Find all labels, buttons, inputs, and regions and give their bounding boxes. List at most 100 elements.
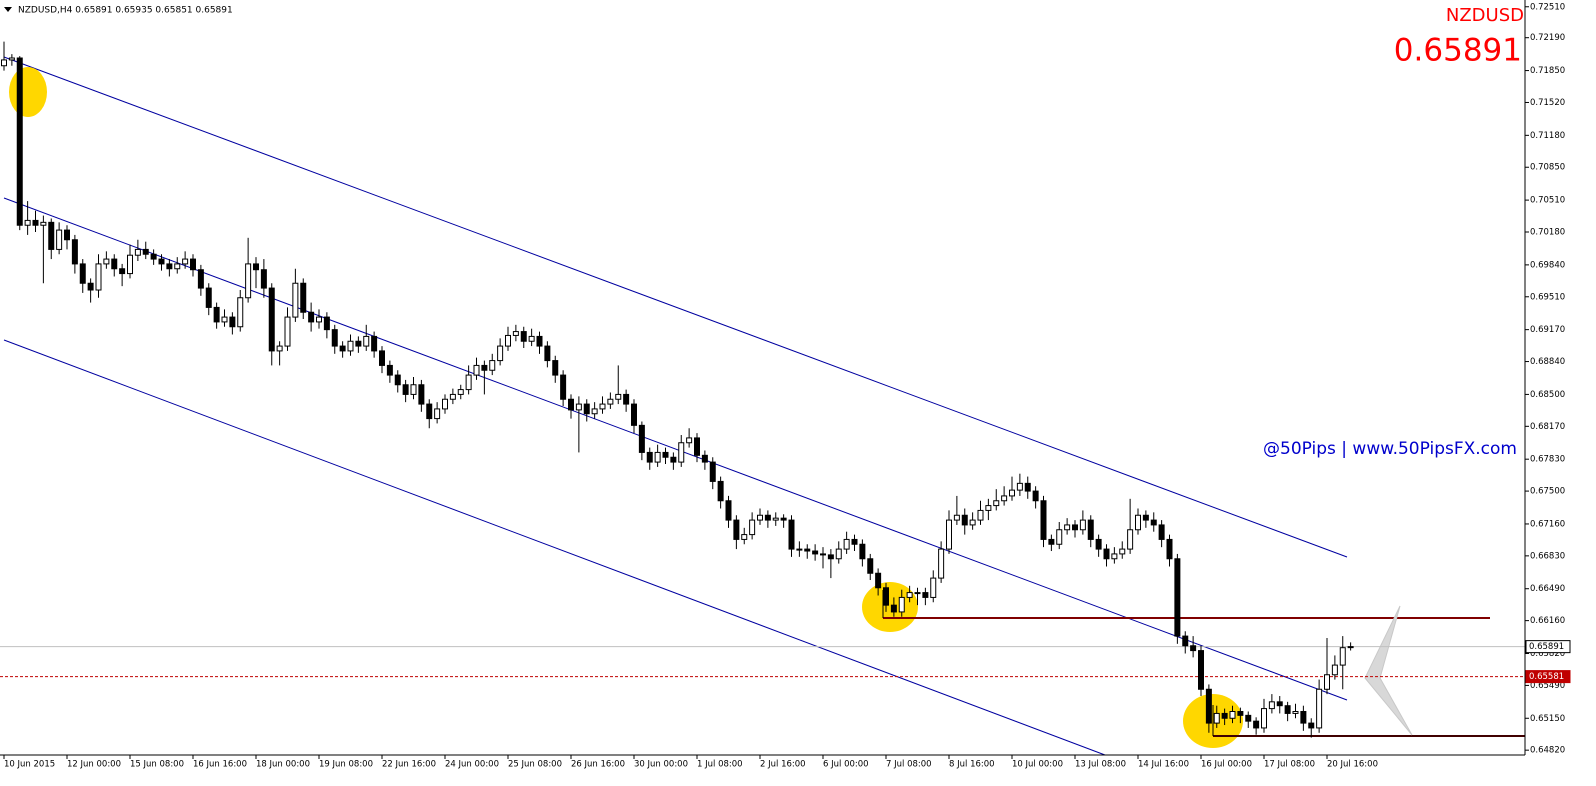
candle-body: [127, 254, 133, 275]
candle-body: [536, 335, 543, 347]
candle-body: [946, 519, 952, 550]
candle-body: [457, 389, 464, 395]
candle-body: [1253, 720, 1260, 729]
candle-body: [237, 297, 244, 328]
candle-body: [757, 514, 763, 521]
candle-body: [827, 554, 834, 560]
highlight: [862, 582, 918, 632]
candle-body: [205, 287, 212, 308]
candle-body: [1119, 548, 1126, 555]
candle-body: [292, 282, 299, 318]
header-icon: [4, 7, 12, 12]
candle-body: [410, 384, 417, 395]
candle-body: [371, 335, 378, 352]
candle-body: [843, 538, 850, 550]
candle-body: [883, 587, 889, 606]
candle-body: [717, 480, 724, 502]
candle-body: [1308, 722, 1315, 729]
candle-body: [812, 550, 819, 555]
candle-body: [1, 59, 7, 67]
x-tick-label: 16 Jul 00:00: [1201, 760, 1252, 770]
candle-body: [1127, 529, 1134, 550]
candle-body: [560, 374, 567, 400]
x-tick-label: 10 Jun 2015: [4, 760, 55, 770]
candle-body: [1072, 524, 1078, 531]
price-label: 0.65891: [1394, 33, 1522, 69]
candle-body: [969, 519, 976, 526]
candle-body: [1324, 674, 1330, 690]
channel-upper: [3, 56, 1348, 558]
candle-body: [355, 340, 362, 347]
candle-body: [253, 263, 259, 271]
candle-body: [190, 258, 196, 271]
candle-body: [930, 577, 937, 598]
y-tick-label: 0.69840: [1530, 260, 1565, 270]
candle-body: [662, 451, 669, 458]
candle-body: [867, 558, 874, 574]
candle-body: [906, 592, 913, 598]
candle-body: [300, 282, 307, 313]
candle-body: [229, 316, 236, 328]
candle-body: [103, 258, 110, 265]
candle-body: [1213, 712, 1220, 724]
candle-body: [1166, 538, 1173, 560]
x-tick-label: 2 Jul 16:00: [760, 760, 806, 770]
candle-body: [339, 345, 346, 352]
y-tick-label: 0.69510: [1530, 292, 1565, 302]
candle-body: [505, 334, 511, 347]
candle-body: [268, 287, 275, 352]
y-tick-label: 0.72190: [1530, 33, 1565, 43]
candle-body: [1174, 558, 1181, 637]
candle-body: [701, 454, 708, 463]
x-tick-label: 12 Jun 00:00: [67, 760, 121, 770]
candle-body: [442, 398, 448, 410]
candle-body: [796, 548, 803, 551]
candle-body: [402, 384, 409, 395]
candle-body: [1142, 514, 1149, 521]
candle-body: [1276, 701, 1283, 707]
candle-body: [182, 258, 189, 265]
candle-body: [985, 505, 992, 511]
candle-body: [379, 350, 385, 366]
candle-body: [646, 451, 653, 463]
candle-body: [741, 534, 748, 540]
candle-body: [426, 403, 433, 420]
candle-body: [111, 258, 118, 270]
x-tick-label: 22 Jun 16:00: [382, 760, 436, 770]
y-tick-label: 0.71850: [1530, 66, 1565, 76]
candle-body: [922, 592, 929, 598]
candle-body: [331, 329, 338, 347]
x-tick-label: 17 Jul 08:00: [1264, 760, 1315, 770]
candle-body: [1016, 482, 1023, 491]
candle-body: [898, 596, 905, 613]
level-box: [1525, 640, 1571, 654]
candle-body: [686, 437, 693, 444]
candle-body: [1135, 514, 1141, 531]
y-tick-label: 0.64820: [1530, 746, 1565, 756]
candle-body: [449, 393, 456, 400]
candle-body: [1103, 548, 1110, 560]
candle-body: [79, 263, 86, 284]
watermark: @50Pips | www.50PipsFX.com: [1263, 439, 1517, 459]
candle-body: [308, 311, 315, 323]
candle-body: [1056, 529, 1063, 545]
candle-body: [150, 253, 157, 260]
candle-body: [512, 331, 519, 336]
candle-body: [95, 263, 102, 291]
candle-body: [260, 269, 267, 289]
x-tick-label: 19 Jun 08:00: [319, 760, 373, 770]
x-tick-label: 1 Jul 08:00: [697, 760, 743, 770]
candle-body: [528, 335, 535, 342]
candle-body: [347, 340, 354, 352]
candle-body: [213, 306, 220, 323]
candle-body: [1331, 664, 1338, 676]
candle-body: [977, 509, 984, 521]
candle-body: [938, 548, 945, 579]
x-tick-label: 26 Jun 16:00: [571, 760, 625, 770]
y-tick-label: 0.68170: [1530, 422, 1565, 432]
x-tick-label: 24 Jun 00:00: [445, 760, 499, 770]
y-tick-label: 0.67500: [1530, 487, 1565, 497]
candle-body: [772, 517, 779, 521]
